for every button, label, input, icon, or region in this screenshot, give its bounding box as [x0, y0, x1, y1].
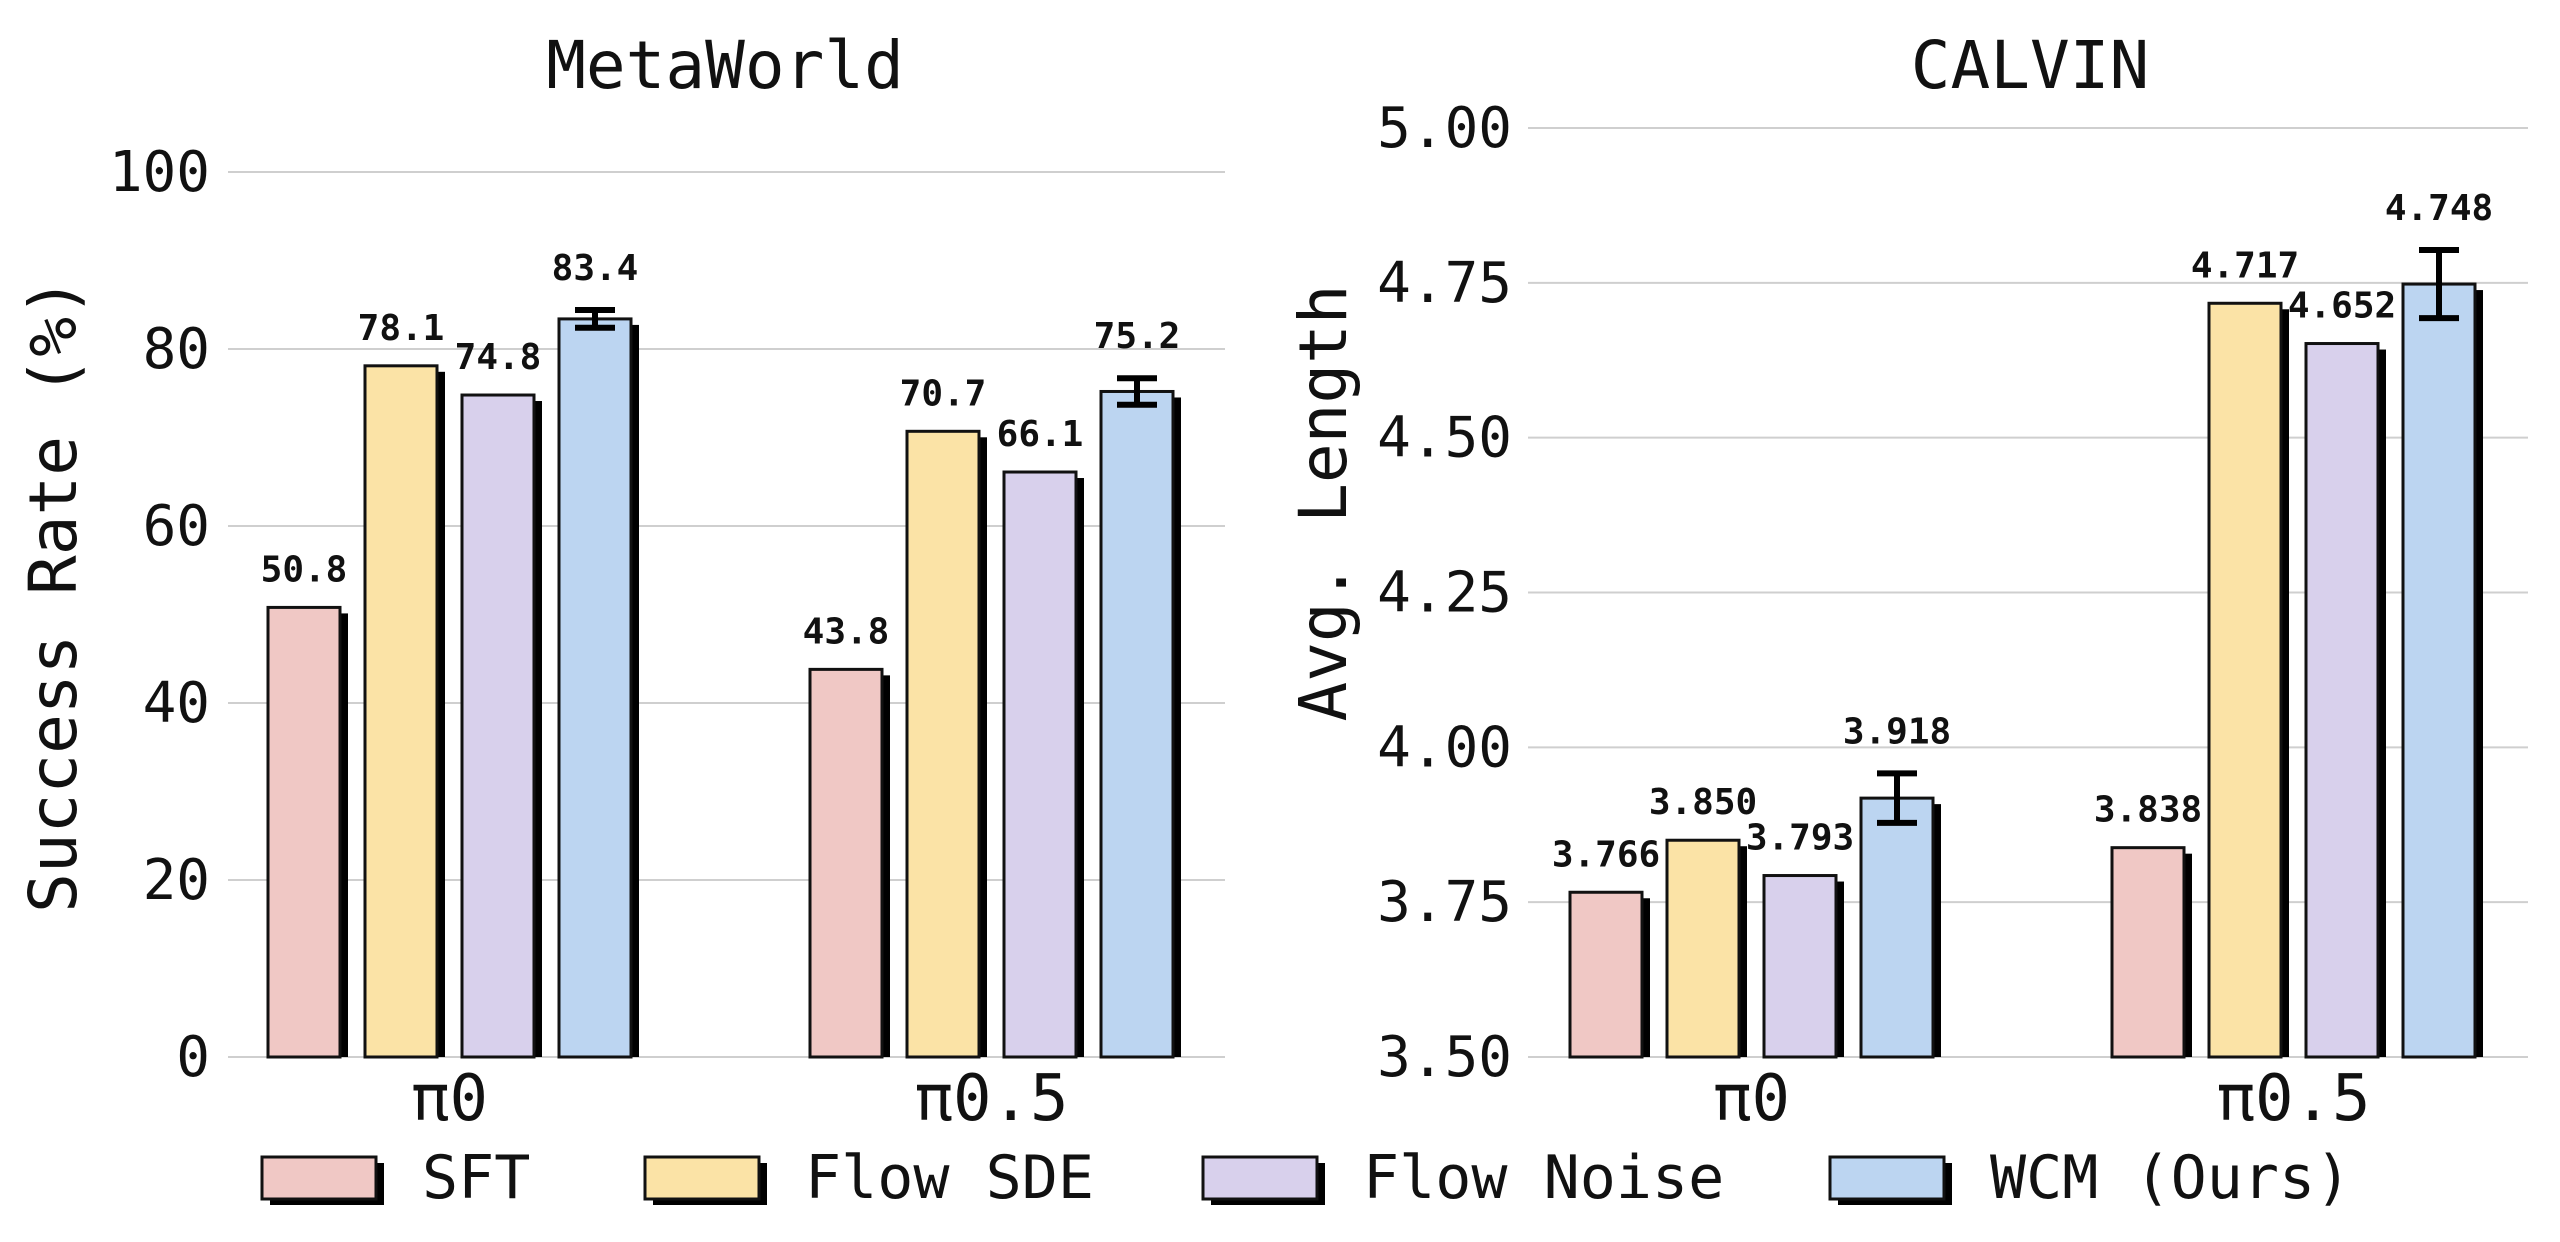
y-tick-label: 3.75	[1377, 870, 1512, 935]
data-label: 3.838	[2094, 790, 2202, 831]
legend-swatch	[1828, 1155, 1946, 1201]
bar	[557, 317, 633, 1059]
y-tick-label: 20	[143, 848, 210, 913]
bar	[2207, 301, 2283, 1059]
y-tick-label: 40	[143, 671, 210, 736]
data-label: 4.652	[2288, 286, 2396, 327]
legend: SFT Flow SDE Flow Noise WCM (Ours)	[260, 1143, 2351, 1213]
x-tick-label: π0.5	[2216, 1062, 2370, 1136]
x-tick-label: π0	[1713, 1062, 1790, 1136]
y-tick-label: 4.75	[1377, 251, 1512, 316]
bar	[1859, 796, 1935, 1059]
y-tick-label: 80	[143, 317, 210, 382]
bar	[2401, 282, 2477, 1059]
chart-title: MetaWorld	[546, 27, 904, 104]
data-label: 78.1	[358, 308, 445, 349]
bar	[1002, 470, 1078, 1059]
y-tick-label: 4.25	[1377, 561, 1512, 626]
chart-title: CALVIN	[1911, 27, 2149, 104]
legend-swatch	[260, 1155, 378, 1201]
legend-label: Flow SDE	[805, 1143, 1094, 1213]
data-label: 4.748	[2385, 188, 2493, 229]
data-label: 3.793	[1746, 818, 1854, 859]
legend-label: Flow Noise	[1363, 1143, 1724, 1213]
y-tick-label: 5.00	[1377, 96, 1512, 161]
panel-metaworld: MetaWorld Success Rate (%) 0 20 40 60 80 100 5…	[15, 27, 1225, 1136]
data-label: 3.850	[1649, 782, 1757, 823]
data-label: 66.1	[997, 414, 1084, 455]
data-label: 43.8	[803, 611, 890, 652]
bar	[2304, 342, 2380, 1059]
y-axis-label: Success Rate (%)	[15, 277, 92, 913]
y-tick-label: 4.00	[1377, 715, 1512, 780]
data-label: 50.8	[261, 549, 348, 590]
data-label: 74.8	[455, 337, 542, 378]
bar	[460, 393, 536, 1059]
bar	[363, 364, 439, 1059]
y-tick-label: 100	[109, 140, 210, 205]
bar	[905, 429, 981, 1059]
legend-label: WCM (Ours)	[1990, 1143, 2351, 1213]
legend-swatch	[643, 1155, 761, 1201]
panel-calvin: CALVIN Avg. Length 3.50 3.75 4.00 4.25 4.50 4…	[1285, 27, 2528, 1136]
y-tick-label: 60	[143, 494, 210, 559]
data-label: 4.717	[2191, 245, 2299, 286]
bar	[1099, 389, 1175, 1059]
y-tick-label: 3.50	[1377, 1025, 1512, 1090]
bar	[1665, 838, 1741, 1059]
y-axis-label: Avg. Length	[1285, 284, 1362, 721]
data-label: 3.918	[1843, 711, 1951, 752]
bar	[266, 605, 342, 1059]
legend-label: SFT	[422, 1143, 530, 1213]
data-label: 3.766	[1552, 834, 1660, 875]
bar	[2110, 846, 2186, 1059]
bar	[808, 667, 884, 1059]
bar	[1568, 890, 1644, 1059]
data-label: 75.2	[1094, 316, 1181, 357]
bar	[1762, 874, 1838, 1059]
y-tick-label: 0	[176, 1025, 210, 1090]
x-tick-label: π0	[411, 1062, 488, 1136]
data-label: 70.7	[900, 373, 987, 414]
y-tick-label: 4.50	[1377, 406, 1512, 471]
legend-swatch	[1201, 1155, 1319, 1201]
x-tick-label: π0.5	[914, 1062, 1068, 1136]
data-label: 83.4	[552, 248, 639, 289]
